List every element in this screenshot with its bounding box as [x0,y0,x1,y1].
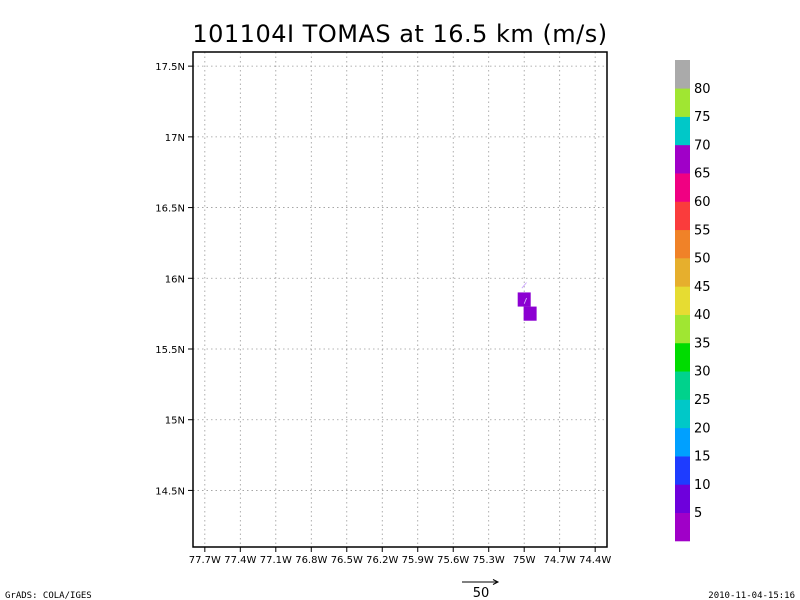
x-tick-label: 74.4W [579,555,611,566]
colorbar-swatch [675,88,690,117]
y-tick-label: 17N [165,133,185,144]
x-tick-label: 75.6W [437,555,469,566]
x-axis: 77.7W 77.4W 77.1W 76.8W 76.5W 76.2W 75.9W 75.6W… [189,547,611,566]
colorbar-swatch [675,116,690,146]
x-tick-label: 76.8W [295,555,327,566]
colorbar-swatch [675,512,690,542]
x-tick-label: 77.4W [224,555,256,566]
colorbar-swatch [675,456,690,485]
colorbar-swatch [675,201,690,231]
colorbar-label: 45 [694,280,711,295]
y-tick-label: 14.5N [155,486,185,497]
x-tick-label: 75W [513,555,536,566]
x-tick-label: 76.5W [331,555,363,566]
colorbar-label: 35 [694,336,711,351]
colorbar-swatch [675,371,690,400]
footer-credit: GrADS: COLA/IGES [5,591,92,600]
colorbar-label: 30 [694,365,711,380]
colorbar-label: 80 [694,82,711,97]
colorbar-swatch [675,484,690,514]
colorbar-swatch [675,342,690,372]
colorbar-swatch [675,258,690,287]
colorbar-label: 70 [694,138,711,153]
grid [193,52,607,547]
y-axis: 14.5N 15N 15.5N 16N 16.5N 17N 17.5N [155,62,193,497]
x-tick-label: 76.2W [366,555,398,566]
colorbar-swatch [675,314,690,344]
x-tick-label: 75.9W [402,555,434,566]
colorbar-label: 15 [694,450,711,465]
vector-reference-arrowhead [492,579,500,585]
colorbar-label: 50 [694,252,711,267]
x-tick-label: 75.3W [473,555,505,566]
wind-vector [523,297,527,304]
colorbar-label: 60 [694,195,711,210]
y-tick-label: 15.5N [155,345,185,356]
colorbar-label: 65 [694,167,711,182]
colorbar-swatch [675,427,690,457]
colorbar-swatch [675,173,690,202]
colorbar-label: 20 [694,421,711,436]
data-cells [517,282,537,321]
plot-frame [192,51,608,548]
colorbar-swatch [675,60,690,89]
x-tick-label: 77.7W [189,555,221,566]
y-tick-label: 16N [165,274,185,285]
y-tick-label: 15N [165,416,185,427]
colorbar-label: 40 [694,308,711,323]
y-tick-label: 16.5N [155,204,185,215]
x-tick-label: 77.1W [260,555,292,566]
colorbar-label: 25 [694,393,711,408]
vector-reference: 50 [462,579,500,600]
chart-title: 101104I TOMAS at 16.5 km (m/s) [192,20,607,48]
colorbar: 5 10 15 20 25 30 35 40 45 50 55 60 65 70 75 80 [675,60,711,542]
data-cell [523,306,537,321]
colorbar-swatch [675,399,690,429]
colorbar-swatch [675,286,690,315]
colorbar-swatch [675,229,690,259]
wind-vector [521,282,527,289]
footer-timestamp: 2010-11-04-15:16 [708,591,795,600]
data-cell [517,292,531,307]
colorbar-swatch [675,144,690,174]
x-tick-label: 74.7W [544,555,576,566]
colorbar-label: 75 [694,110,711,125]
colorbar-label: 5 [694,506,702,521]
colorbar-label: 10 [694,478,711,493]
colorbar-label: 55 [694,223,711,238]
vector-reference-label: 50 [473,586,490,600]
y-tick-label: 17.5N [155,62,185,73]
